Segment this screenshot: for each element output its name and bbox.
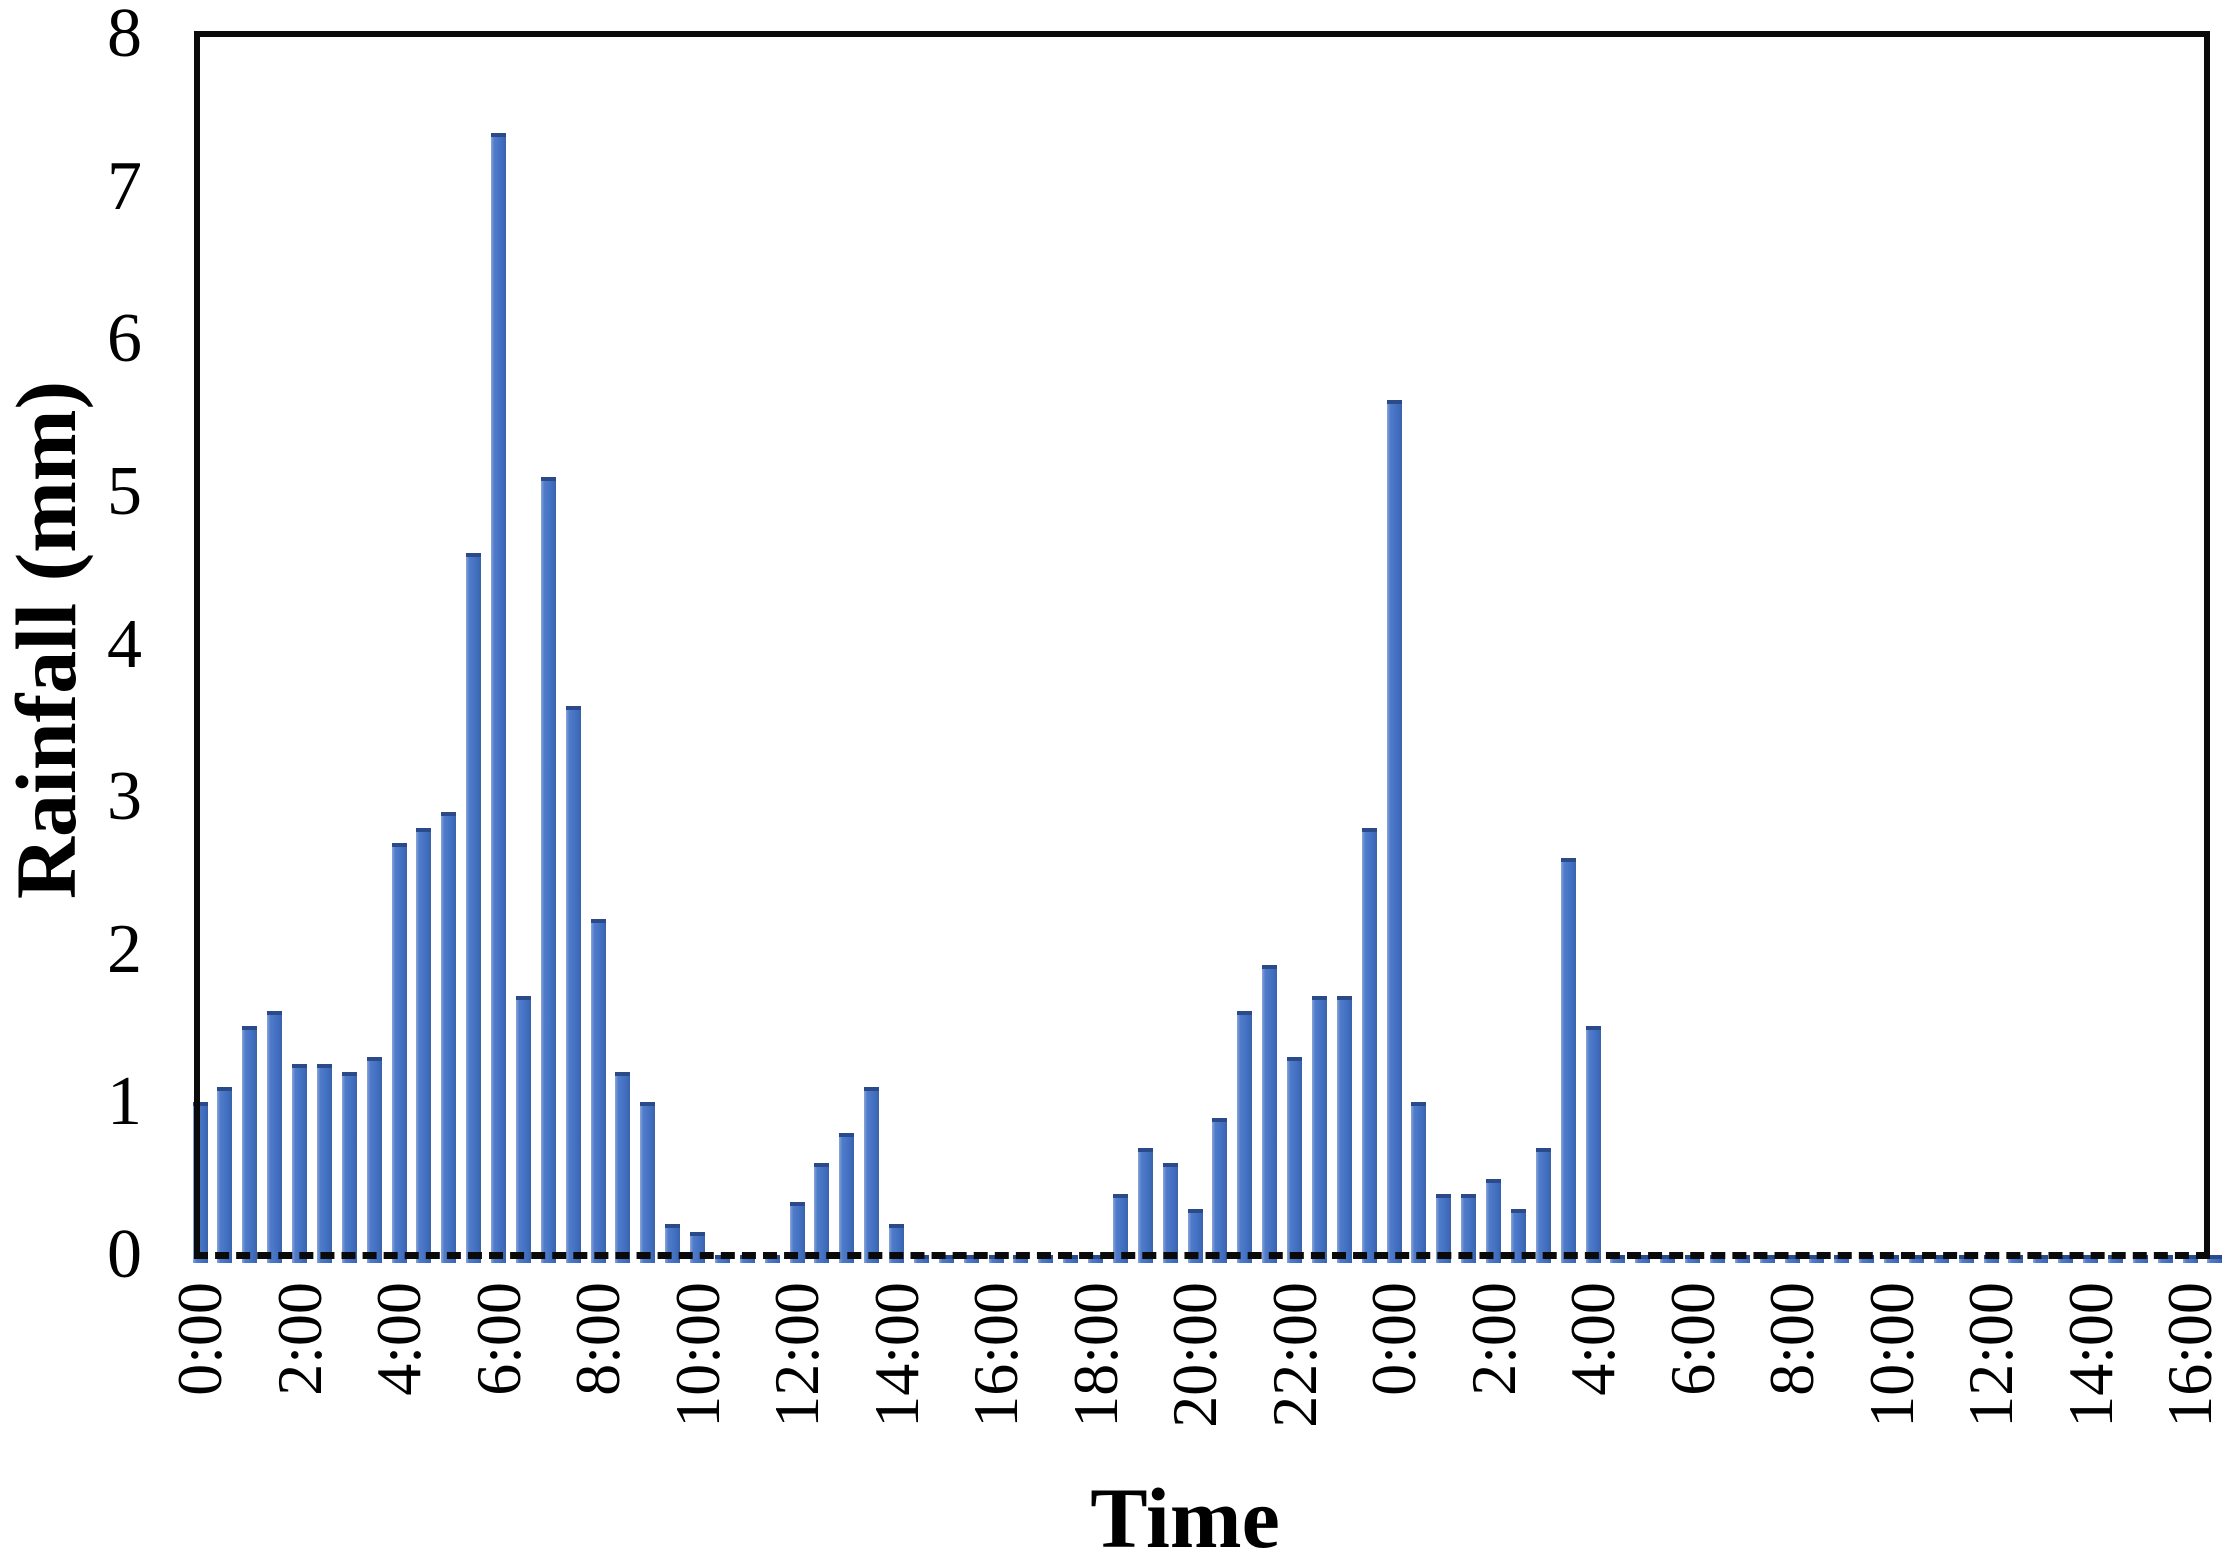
bar <box>1262 965 1278 1263</box>
bar <box>515 995 531 1263</box>
x-tick-label: 18:00 <box>1059 1282 1131 1428</box>
bar <box>1386 400 1402 1263</box>
y-tick-label: 6 <box>107 300 142 378</box>
y-tick-label: 7 <box>107 147 142 225</box>
bar <box>1112 1193 1128 1263</box>
bar <box>391 842 407 1263</box>
bar <box>1361 827 1377 1263</box>
x-tick-label: 16:00 <box>960 1282 1031 1428</box>
y-tick-label: 1 <box>107 1063 142 1141</box>
y-tick-label: 4 <box>107 605 142 683</box>
x-tick-label: 2:00 <box>1457 1282 1529 1396</box>
x-tick-label: 22:00 <box>1258 1282 1330 1428</box>
bar <box>217 1087 233 1263</box>
bar <box>1585 1026 1601 1263</box>
bar <box>1187 1209 1203 1263</box>
x-tick-label: 12:00 <box>1955 1282 2026 1428</box>
bar <box>1162 1163 1178 1263</box>
bar <box>292 1064 307 1263</box>
x-tick-label: 10:00 <box>661 1282 733 1428</box>
bar <box>2207 1255 2223 1263</box>
bar <box>540 476 556 1263</box>
y-tick-label: 3 <box>107 758 142 836</box>
x-tick-label: 2:00 <box>263 1282 335 1396</box>
bar <box>1237 1010 1253 1263</box>
bar <box>1436 1193 1452 1263</box>
bar <box>1510 1209 1526 1263</box>
x-tick-label: 4:00 <box>1557 1282 1628 1396</box>
bar <box>565 705 581 1263</box>
x-tick-label: 12:00 <box>761 1282 832 1428</box>
x-tick-label: 6:00 <box>1656 1282 1728 1396</box>
bar <box>640 1102 656 1263</box>
x-axis-line <box>194 1252 2210 1259</box>
bar <box>1535 1148 1551 1263</box>
bar <box>416 827 432 1263</box>
bar <box>491 133 506 1263</box>
y-axis-title: Rainfall (mm) <box>0 380 94 900</box>
bar <box>1336 995 1352 1263</box>
x-tick-label: 20:00 <box>1159 1282 1230 1428</box>
bar <box>316 1064 332 1263</box>
bar <box>1287 1056 1302 1263</box>
y-tick-label: 5 <box>107 452 142 530</box>
bar <box>1411 1102 1427 1263</box>
x-tick-label: 14:00 <box>2054 1282 2126 1428</box>
x-tick-label: 0:00 <box>1358 1282 1429 1396</box>
bar <box>1137 1148 1153 1263</box>
bar <box>839 1132 855 1263</box>
bar <box>1560 858 1576 1263</box>
x-tick-label: 10:00 <box>1855 1282 1927 1428</box>
bar <box>814 1163 830 1263</box>
bar <box>341 1071 357 1263</box>
y-tick-label: 8 <box>107 0 142 72</box>
bar <box>615 1071 631 1263</box>
bar <box>864 1087 880 1263</box>
y-tick-label: 2 <box>107 910 142 988</box>
bar <box>366 1056 382 1263</box>
x-axis-title: Time <box>1090 1470 1280 1566</box>
bar <box>1311 995 1327 1263</box>
bar <box>1486 1178 1501 1263</box>
bar <box>242 1026 258 1263</box>
bar <box>466 552 482 1263</box>
bar <box>267 1010 283 1263</box>
y-tick-label: 0 <box>107 1216 142 1293</box>
x-tick-label: 0:00 <box>164 1282 235 1396</box>
x-tick-label: 8:00 <box>562 1282 633 1396</box>
x-tick-label: 8:00 <box>1756 1282 1827 1396</box>
bar <box>590 919 606 1263</box>
x-tick-label: 16:00 <box>2154 1282 2225 1428</box>
bar <box>1461 1193 1477 1263</box>
x-tick-label: 14:00 <box>860 1282 932 1428</box>
bar <box>192 1102 208 1263</box>
x-tick-label: 6:00 <box>462 1282 534 1396</box>
bar <box>789 1201 805 1263</box>
bar <box>441 812 457 1263</box>
bar <box>1212 1117 1228 1263</box>
x-tick-label: 4:00 <box>363 1282 434 1396</box>
